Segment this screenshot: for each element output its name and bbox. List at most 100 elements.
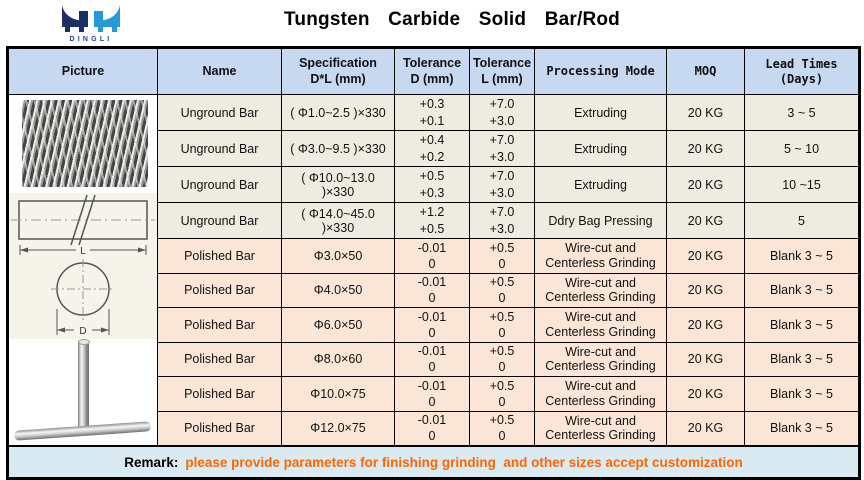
rod-photo <box>9 339 157 445</box>
tolerance-l-upper: +7.0 <box>489 97 515 112</box>
header-name: Name <box>157 47 282 95</box>
header-lead-line2: (Days) <box>779 71 824 86</box>
tolerance-d-lower: 0 <box>428 394 436 409</box>
header-processing-mode: Processing Mode <box>534 47 667 95</box>
tolerance-d-lower: 0 <box>428 325 436 340</box>
moq-cell: 20 KG <box>666 202 745 239</box>
processing-mode-cell: Wire-cut and Centerless Grinding <box>534 272 667 308</box>
tolerance-l-cell: +0.5 0 <box>469 272 535 308</box>
name-cell: Polished Bar <box>157 376 282 412</box>
table-row: Unground Bar ( Φ14.0~45.0 )×330 +1.2 +0.… <box>8 202 860 239</box>
picture-stack: L D <box>9 95 157 445</box>
page-title: Tungsten Carbide Solid Bar/Rod <box>284 9 620 30</box>
processing-mode-cell: Wire-cut and Centerless Grinding <box>534 410 667 447</box>
tolerance-d-cell: +1.2 +0.5 <box>394 202 470 239</box>
tolerance-d-lower: 0 <box>428 429 436 444</box>
tolerance-d-lower: +0.2 <box>419 149 445 164</box>
tolerance-l-cell: +7.0 +3.0 <box>469 94 535 131</box>
header-tolerance-d: Tolerance D (mm) <box>394 47 470 95</box>
tolerance-l-upper: +0.5 <box>489 309 515 324</box>
moq-cell: 20 KG <box>666 341 745 377</box>
tolerance-l-cell: +7.0 +3.0 <box>469 130 535 167</box>
spec-cell: Φ10.0×75 <box>281 376 395 412</box>
lead-times-cell: 3 ~ 5 <box>744 94 860 131</box>
moq-cell: 20 KG <box>666 307 745 343</box>
tolerance-l-lower: 0 <box>498 291 506 306</box>
header-tol-l-line1: Tolerance <box>472 55 532 70</box>
name-cell: Unground Bar <box>157 130 282 167</box>
processing-mode-cell: Ddry Bag Pressing <box>534 202 667 239</box>
header-tol-l-line2: L (mm) <box>481 71 523 86</box>
tolerance-d-cell: -0.01 0 <box>394 272 470 308</box>
tolerance-l-lower: 0 <box>498 325 506 340</box>
table-row: Polished Bar Φ4.0×50 -0.01 0 +0.5 0 Wire… <box>8 272 860 308</box>
moq-cell: 20 KG <box>666 410 745 447</box>
table-row: Unground Bar ( Φ3.0~9.5 )×330 +0.4 +0.2 … <box>8 130 860 167</box>
logo-leg-icon <box>112 27 117 32</box>
tolerance-d-upper: -0.01 <box>417 344 447 358</box>
header-tol-d-line2: D (mm) <box>410 71 454 86</box>
tolerance-l-cell: +0.5 0 <box>469 341 535 377</box>
tolerance-l-lower: +3.0 <box>489 113 515 128</box>
tolerance-d-cell: -0.01 0 <box>394 341 470 377</box>
moq-cell: 20 KG <box>666 94 745 131</box>
table-row: Polished Bar Φ6.0×50 -0.01 0 +0.5 0 Wire… <box>8 307 860 343</box>
tolerance-d-cell: -0.01 0 <box>394 307 470 343</box>
logo-leg-icon <box>65 27 70 32</box>
header-tolerance-l: Tolerance L (mm) <box>469 47 535 95</box>
tolerance-l-cell: +0.5 0 <box>469 376 535 412</box>
header-picture: Picture <box>7 47 158 95</box>
logo-horn-right-icon <box>94 5 120 27</box>
tolerance-d-cell: -0.01 0 <box>394 410 470 447</box>
header-row: Picture Name Specification D*L (mm) Tole… <box>7 47 860 95</box>
moq-cell: 20 KG <box>666 238 745 274</box>
bar-bundle-photo <box>22 100 148 187</box>
table-row: Polished Bar Φ12.0×75 -0.01 0 +0.5 0 Wir… <box>8 410 860 447</box>
processing-mode-cell: Wire-cut and Centerless Grinding <box>534 376 667 412</box>
remark-cell: Remark: please provide parameters for fin… <box>7 445 860 479</box>
header-spec-line1: Specification <box>299 55 377 70</box>
tolerance-l-upper: +0.5 <box>489 344 515 358</box>
name-cell: Unground Bar <box>157 202 282 239</box>
spec-cell: Φ12.0×75 <box>281 410 395 447</box>
name-cell: Unground Bar <box>157 166 282 203</box>
spec-cell: Φ6.0×50 <box>281 307 395 343</box>
tolerance-l-upper: +7.0 <box>489 133 515 148</box>
processing-mode-cell: Wire-cut and Centerless Grinding <box>534 238 667 274</box>
spec-cell: ( Φ14.0~45.0 )×330 <box>281 202 395 239</box>
name-cell: Unground Bar <box>157 94 282 131</box>
header-lead-line1: Lead Times <box>765 56 838 71</box>
tolerance-l-cell: +7.0 +3.0 <box>469 202 535 239</box>
table-row: Polished Bar Φ8.0×60 -0.01 0 +0.5 0 Wire… <box>8 341 860 377</box>
processing-mode-cell: Extruding <box>534 130 667 167</box>
tolerance-l-lower: 0 <box>498 256 506 271</box>
header-tol-d-line1: Tolerance <box>402 55 462 70</box>
header-specification: Specification D*L (mm) <box>281 47 395 95</box>
lead-times-cell: Blank 3 ~ 5 <box>744 376 860 412</box>
processing-mode-cell: Extruding <box>534 94 667 131</box>
tolerance-l-upper: +0.5 <box>489 275 515 289</box>
table-row: Unground Bar ( Φ10.0~13.0 )×330 +0.5 +0.… <box>8 166 860 203</box>
lead-times-cell: Blank 3 ~ 5 <box>744 238 860 274</box>
tolerance-d-upper: -0.01 <box>417 413 447 427</box>
logo-brand-text: DINGLI <box>70 36 113 43</box>
table-row: Polished Bar Φ10.0×75 -0.01 0 +0.5 0 Wir… <box>8 376 860 412</box>
spec-table: Picture Name Specification D*L (mm) Tole… <box>6 46 861 480</box>
tolerance-d-cell: -0.01 0 <box>394 238 470 274</box>
moq-cell: 20 KG <box>666 376 745 412</box>
tolerance-d-cell: +0.3 +0.1 <box>394 94 470 131</box>
name-cell: Polished Bar <box>157 410 282 447</box>
tolerance-d-cell: +0.5 +0.3 <box>394 166 470 203</box>
remark-row: Remark: please provide parameters for fin… <box>7 445 860 479</box>
processing-mode-cell: Wire-cut and Centerless Grinding <box>534 341 667 377</box>
tolerance-d-lower: +0.1 <box>419 113 445 128</box>
processing-mode-cell: Extruding <box>534 166 667 203</box>
spec-cell: Φ4.0×50 <box>281 272 395 308</box>
tolerance-l-cell: +7.0 +3.0 <box>469 166 535 203</box>
header-lead-times: Lead Times (Days) <box>744 47 860 95</box>
lead-times-cell: Blank 3 ~ 5 <box>744 272 860 308</box>
header-moq: MOQ <box>666 47 745 95</box>
tolerance-l-cell: +0.5 0 <box>469 410 535 447</box>
tolerance-l-lower: +3.0 <box>489 149 515 164</box>
logo-leg-icon <box>98 27 103 32</box>
